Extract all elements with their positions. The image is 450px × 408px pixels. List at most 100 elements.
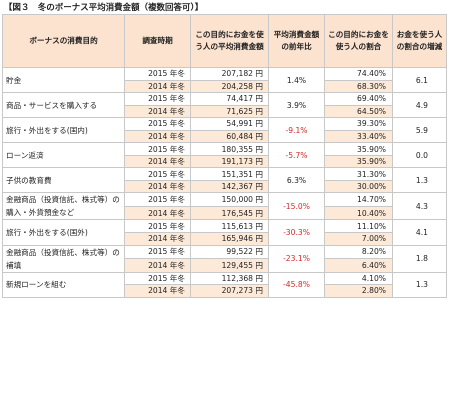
period-cell: 2015 年冬 [124,67,191,81]
share-cell: 69.40% [324,92,393,106]
share-cell: 2.80% [324,284,393,298]
amount-cell: 176,545 円 [190,205,269,221]
share-cell: 64.50% [324,104,393,119]
increase-cell: 4.1 [392,219,447,246]
amount-cell: 207,273 円 [190,284,269,298]
amount-cell: 142,367 円 [190,179,269,194]
change-cell: -45.8% [268,271,325,298]
share-cell: 35.90% [324,142,393,156]
share-cell: 30.00% [324,179,393,194]
increase-cell: 0.0 [392,142,447,169]
table-row: 金融商品（投資信託、株式等）の購入・外貨預金など 2015 年冬 150,000 円… [2,192,447,221]
period-cell: 2015 年冬 [124,219,191,233]
header-increase: お金を使う人の割合の増減 [392,14,447,68]
period-cell: 2014 年冬 [124,232,191,246]
header-category: ボーナスの消費目的 [2,14,125,68]
share-cell: 33.40% [324,129,393,144]
share-cell: 74.40% [324,67,393,81]
amount-cell: 165,946 円 [190,232,269,246]
increase-cell: 1.8 [392,244,447,273]
amount-cell: 112,368 円 [190,271,269,286]
table-row: 商品・サービスを購入する 2015 年冬 74,417 円 3.9% 69.40% 4.9 [2,92,447,119]
header-change: 平均消費金額の前年比 [268,14,325,68]
amount-cell: 60,484 円 [190,129,269,144]
change-cell: 6.3% [268,167,325,194]
amount-cell: 71,625 円 [190,104,269,119]
category-cell: 金融商品（投資信託、株式等）の購入・外貨預金など [2,192,125,221]
amount-cell: 180,355 円 [190,142,269,156]
period-cell: 2015 年冬 [124,192,191,207]
period-cell: 2014 年冬 [124,258,191,273]
period-cell: 2015 年冬 [124,117,191,131]
amount-cell: 151,351 円 [190,167,269,181]
table-row: 新規ローンを組む 2015 年冬 112,368 円 -45.8% 4.10% 1.3 [2,271,447,298]
period-cell: 2015 年冬 [124,92,191,106]
change-cell: -23.1% [268,244,325,273]
share-cell: 39.30% [324,117,393,131]
period-cell: 2015 年冬 [124,271,191,286]
period-cell: 2014 年冬 [124,104,191,119]
amount-cell: 129,455 円 [190,258,269,273]
category-cell: 新規ローンを組む [2,271,125,298]
figure-title: 【図３ 冬のボーナス平均消費金額（複数回答可）】 [4,2,204,12]
header-amount: この目的にお金を使う人の平均消費金額 [190,14,269,68]
bonus-spending-table: ボーナスの消費目的 調査時期 この目的にお金を使う人の平均消費金額 平均消費金額… [2,14,447,298]
share-cell: 6.40% [324,258,393,273]
change-cell: -15.0% [268,192,325,221]
header-period: 調査時期 [124,14,191,68]
category-cell: ローン返済 [2,142,125,169]
share-cell: 7.00% [324,232,393,246]
table-row: 旅行・外出をする(国内) 2015 年冬 54,991 円 -9.1% 39.30% 5.… [2,117,447,144]
table-body: 貯金 2015 年冬 207,182 円 1.4% 74.40% 6.1 2014 年冬 20… [2,66,447,298]
share-cell: 10.40% [324,205,393,221]
header-row: ボーナスの消費目的 調査時期 この目的にお金を使う人の平均消費金額 平均消費金額… [2,14,447,68]
share-cell: 35.90% [324,154,393,169]
change-cell: 1.4% [268,66,325,94]
increase-cell: 6.1 [392,66,447,94]
period-cell: 2015 年冬 [124,142,191,156]
change-cell: -9.1% [268,117,325,144]
category-cell: 旅行・外出をする(国外) [2,219,125,246]
period-cell: 2015 年冬 [124,167,191,181]
share-cell: 14.70% [324,192,393,207]
increase-cell: 4.3 [392,192,447,221]
amount-cell: 150,000 円 [190,192,269,207]
share-cell: 11.10% [324,219,393,233]
table-row: 2014 年冬 191,173 円 35.90% [3,154,447,169]
amount-cell: 115,613 円 [190,219,269,233]
increase-cell: 1.3 [392,167,447,194]
category-cell: 金融商品（投資信託、株式等）の補填 [2,244,125,273]
amount-cell: 54,991 円 [190,117,269,131]
table-row: 貯金 2015 年冬 207,182 円 1.4% 74.40% 6.1 [2,66,447,94]
period-cell: 2014 年冬 [124,205,191,221]
change-cell: 3.9% [268,92,325,119]
increase-cell: 4.9 [392,92,447,119]
increase-cell: 5.9 [392,117,447,144]
header-share: この目的にお金を使う人の割合 [324,14,393,68]
share-cell: 4.10% [324,271,393,286]
period-cell: 2014 年冬 [124,129,191,144]
category-cell: 貯金 [2,66,125,94]
change-cell: -30.3% [268,219,325,246]
table-row: 2014 年冬 165,946 円 7.00% [3,232,447,246]
period-cell: 2014 年冬 [124,154,191,169]
table-row: 2014 年冬 142,367 円 30.00% [3,179,447,194]
amount-cell: 99,522 円 [190,244,269,260]
share-cell: 8.20% [324,244,393,260]
category-cell: 子供の教育費 [2,167,125,194]
share-cell: 68.30% [324,79,393,94]
increase-cell: 1.3 [392,271,447,298]
table-row: 旅行・外出をする(国外) 2015 年冬 115,613 円 -30.3% 11.10%… [2,219,447,246]
amount-cell: 207,182 円 [190,67,269,81]
period-cell: 2014 年冬 [124,179,191,194]
category-cell: 商品・サービスを購入する [2,92,125,119]
table-row: 2014 年冬 207,273 円 2.80% [3,284,447,298]
amount-cell: 204,258 円 [190,79,269,94]
period-cell: 2014 年冬 [124,284,191,298]
amount-cell: 74,417 円 [190,92,269,106]
table-row: 2014 年冬 60,484 円 33.40% [3,129,447,144]
category-cell: 旅行・外出をする(国内) [2,117,125,144]
change-cell: -5.7% [268,142,325,169]
share-cell: 31.30% [324,167,393,181]
